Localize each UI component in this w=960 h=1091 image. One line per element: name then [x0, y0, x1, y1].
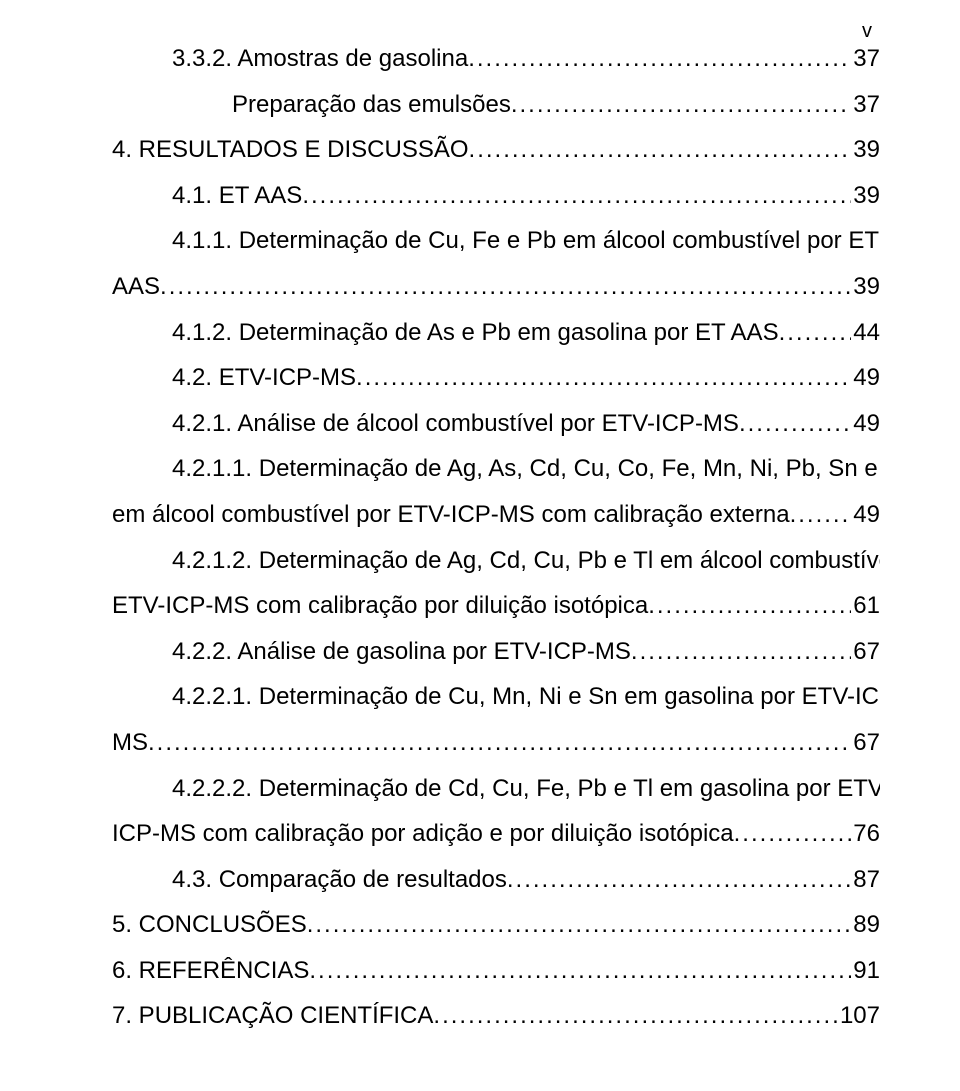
toc-entry: 4.1. ET AAS 39 — [112, 173, 880, 219]
toc-leader-dots — [631, 629, 851, 675]
toc-entry-page: 89 — [851, 902, 880, 948]
toc-entry: 4.2.1. Análise de álcool combustível por… — [112, 401, 880, 447]
toc-entry: 4.2. ETV-ICP-MS 49 — [112, 355, 880, 401]
toc-wrap-line: 4.2.1.2. Determinação de Ag, Cd, Cu, Pb … — [112, 538, 880, 584]
toc-entry-label: 4.1.1. Determinação de Cu, Fe e Pb em ál… — [172, 227, 879, 254]
toc-entry-label: 4.2.1.1. Determinação de Ag, As, Cd, Cu,… — [172, 455, 880, 482]
toc-entry-label: 4.2.2.2. Determinação de Cd, Cu, Fe, Pb … — [172, 775, 880, 802]
toc-entry-page: 76 — [851, 811, 880, 857]
toc-entry-page: 87 — [851, 857, 880, 903]
toc-entry-page: 91 — [851, 948, 880, 994]
toc-entry-page: 39 — [851, 127, 880, 173]
toc-entry: 7. PUBLICAÇÃO CIENTÍFICA 107 — [112, 993, 880, 1039]
toc-entry: 6. REFERÊNCIAS 91 — [112, 948, 880, 994]
toc-leader-dots — [648, 583, 851, 629]
toc-entry: 4.3. Comparação de resultados 87 — [112, 857, 880, 903]
toc-entry-label: 4.2.1.2. Determinação de Ag, Cd, Cu, Pb … — [172, 547, 880, 574]
toc-entry-label: 7. PUBLICAÇÃO CIENTÍFICA — [112, 993, 433, 1039]
toc-entry-label: ETV-ICP-MS com calibração por diluição i… — [112, 583, 648, 629]
toc-leader-dots — [469, 127, 852, 173]
toc-leader-dots — [160, 264, 851, 310]
toc-entry-page: 39 — [851, 173, 880, 219]
toc-leader-dots — [307, 902, 852, 948]
toc-entry-page: 107 — [838, 993, 880, 1039]
document-page: v 3.3.2. Amostras de gasolina37Preparaçã… — [0, 0, 960, 1091]
toc-leader-dots — [356, 355, 851, 401]
toc-leader-dots — [511, 82, 851, 128]
toc-leader-dots — [507, 857, 851, 903]
toc-wrap-line: 4.2.2.1. Determinação de Cu, Mn, Ni e Sn… — [112, 674, 880, 720]
toc-entry: em álcool combustível por ETV-ICP-MS com… — [112, 492, 880, 538]
toc-entry-label: ICP-MS com calibração por adição e por d… — [112, 811, 734, 857]
toc-entry-label: 4.2.1. Análise de álcool combustível por… — [172, 401, 739, 447]
toc-entry-label: 4.3. Comparação de resultados — [172, 857, 507, 903]
toc-entry-label: 4.1. ET AAS — [172, 173, 302, 219]
toc-entry-label: 5. CONCLUSÕES — [112, 902, 307, 948]
toc-entry-label: 4.2.2.1. Determinação de Cu, Mn, Ni e Sn… — [172, 683, 880, 710]
table-of-contents: 3.3.2. Amostras de gasolina37Preparação … — [112, 36, 880, 1039]
toc-entry-page: 61 — [851, 583, 880, 629]
toc-leader-dots — [734, 811, 852, 857]
toc-leader-dots — [148, 720, 851, 766]
toc-entry: 4. RESULTADOS E DISCUSSÃO 39 — [112, 127, 880, 173]
toc-entry: ICP-MS com calibração por adição e por d… — [112, 811, 880, 857]
toc-entry: AAS 39 — [112, 264, 880, 310]
toc-entry-label: 6. REFERÊNCIAS — [112, 948, 309, 994]
toc-leader-dots — [302, 173, 851, 219]
toc-entry-label: 3.3.2. Amostras de gasolina — [172, 36, 468, 82]
toc-leader-dots — [468, 36, 851, 82]
toc-entry-label: Preparação das emulsões — [232, 82, 511, 128]
toc-leader-dots — [779, 310, 852, 356]
toc-entry: 4.1.2. Determinação de As e Pb em gasoli… — [112, 310, 880, 356]
toc-entry-label: 4.1.2. Determinação de As e Pb em gasoli… — [172, 310, 779, 356]
toc-entry: Preparação das emulsões 37 — [112, 82, 880, 128]
toc-entry: MS 67 — [112, 720, 880, 766]
toc-entry: ETV-ICP-MS com calibração por diluição i… — [112, 583, 880, 629]
toc-leader-dots — [790, 492, 852, 538]
toc-entry-page: 49 — [851, 355, 880, 401]
toc-entry-page: 67 — [851, 629, 880, 675]
toc-entry-label: em álcool combustível por ETV-ICP-MS com… — [112, 492, 790, 538]
toc-entry-page: 49 — [851, 492, 880, 538]
toc-entry-page: 44 — [851, 310, 880, 356]
toc-leader-dots — [433, 993, 838, 1039]
toc-entry-label: MS — [112, 720, 148, 766]
toc-leader-dots — [739, 401, 851, 447]
toc-leader-dots — [309, 948, 851, 994]
toc-entry: 4.2.2. Análise de gasolina por ETV-ICP-M… — [112, 629, 880, 675]
toc-entry: 3.3.2. Amostras de gasolina37 — [112, 36, 880, 82]
toc-entry-label: 4.2.2. Análise de gasolina por ETV-ICP-M… — [172, 629, 631, 675]
page-number: v — [862, 12, 872, 50]
toc-entry-label: 4.2. ETV-ICP-MS — [172, 355, 356, 401]
toc-wrap-line: 4.1.1. Determinação de Cu, Fe e Pb em ál… — [112, 218, 880, 264]
toc-wrap-line: 4.2.2.2. Determinação de Cd, Cu, Fe, Pb … — [112, 766, 880, 812]
toc-entry-page: 49 — [851, 401, 880, 447]
toc-entry: 5. CONCLUSÕES 89 — [112, 902, 880, 948]
toc-wrap-line: 4.2.1.1. Determinação de Ag, As, Cd, Cu,… — [112, 446, 880, 492]
toc-entry-label: 4. RESULTADOS E DISCUSSÃO — [112, 127, 469, 173]
toc-entry-page: 37 — [851, 82, 880, 128]
toc-entry-label: AAS — [112, 264, 160, 310]
toc-entry-page: 67 — [851, 720, 880, 766]
toc-entry-page: 39 — [851, 264, 880, 310]
